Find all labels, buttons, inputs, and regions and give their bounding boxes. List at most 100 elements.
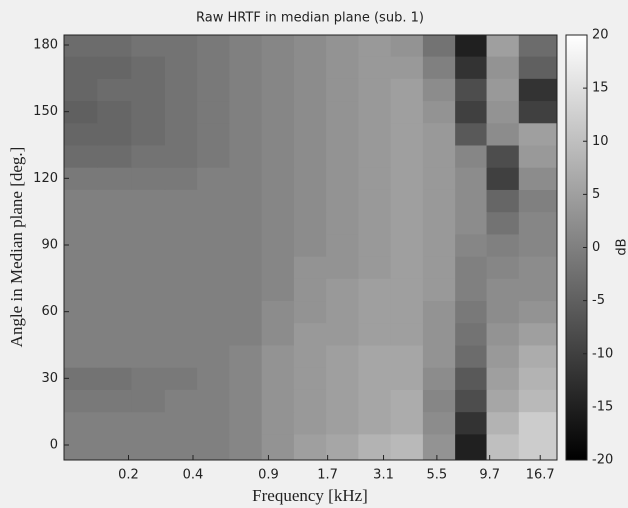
heatmap-cell bbox=[164, 100, 198, 124]
heatmap-cell bbox=[326, 100, 359, 124]
heatmap-cell bbox=[518, 411, 558, 435]
heatmap-cell bbox=[261, 35, 295, 57]
heatmap-cell bbox=[455, 211, 488, 235]
heatmap-cell bbox=[455, 167, 488, 190]
heatmap-cell bbox=[293, 300, 327, 324]
heatmap-cell bbox=[326, 167, 359, 190]
heatmap-cell bbox=[390, 78, 424, 102]
heatmap-cell bbox=[164, 145, 198, 168]
heatmap-cell bbox=[64, 278, 98, 302]
heatmap-cell bbox=[97, 278, 132, 302]
heatmap-cell bbox=[422, 256, 456, 279]
heatmap-cell bbox=[261, 367, 295, 390]
heatmap-cell bbox=[229, 433, 263, 461]
heatmap-cell bbox=[197, 256, 230, 279]
heatmap-cell bbox=[326, 389, 359, 413]
heatmap-cell bbox=[97, 145, 132, 168]
heatmap-cell bbox=[229, 145, 263, 168]
heatmap-cell bbox=[131, 345, 166, 368]
heatmap-cell bbox=[326, 433, 359, 461]
heatmap-cell bbox=[261, 211, 295, 235]
heatmap-cell bbox=[64, 389, 98, 413]
heatmap-cell bbox=[326, 367, 359, 390]
colorbar-tick-label: -20 bbox=[592, 453, 613, 468]
colorbar-tick-label: 20 bbox=[592, 28, 609, 43]
colorbar-tick-label: -15 bbox=[592, 399, 613, 414]
heatmap-cell bbox=[261, 433, 295, 461]
heatmap-cell bbox=[197, 211, 230, 235]
heatmap-cell bbox=[293, 367, 327, 390]
y-tick-label: 150 bbox=[33, 104, 58, 119]
heatmap-cell bbox=[358, 345, 392, 368]
heatmap-cell bbox=[358, 211, 392, 235]
heatmap-cell bbox=[164, 367, 198, 390]
heatmap-cell bbox=[455, 189, 488, 213]
heatmap-cell bbox=[486, 100, 520, 124]
heatmap-cell bbox=[261, 256, 295, 279]
heatmap-cell bbox=[455, 35, 488, 57]
heatmap-cell bbox=[229, 35, 263, 57]
heatmap-cell bbox=[518, 433, 558, 461]
heatmap-cell bbox=[358, 233, 392, 257]
heatmap-cell bbox=[131, 278, 166, 302]
heatmap-cell bbox=[486, 211, 520, 235]
heatmap-cell bbox=[455, 56, 488, 79]
heatmap-cell bbox=[131, 322, 166, 346]
heatmap-cell bbox=[64, 345, 98, 368]
heatmap-cell bbox=[326, 35, 359, 57]
heatmap-cell bbox=[261, 278, 295, 302]
heatmap-cell bbox=[97, 433, 132, 461]
heatmap-cell bbox=[518, 211, 558, 235]
y-tick-label: 180 bbox=[33, 38, 58, 53]
y-tick-label: 90 bbox=[41, 238, 58, 253]
heatmap-cell bbox=[293, 100, 327, 124]
heatmap-cell bbox=[518, 278, 558, 302]
heatmap-cell bbox=[358, 411, 392, 435]
heatmap-cell bbox=[164, 256, 198, 279]
heatmap-cell bbox=[422, 145, 456, 168]
heatmap-cell bbox=[293, 322, 327, 346]
heatmap-cell bbox=[422, 122, 456, 146]
heatmap-cell bbox=[422, 167, 456, 190]
heatmap-cell bbox=[486, 322, 520, 346]
heatmap-cell bbox=[422, 411, 456, 435]
heatmap-cell bbox=[293, 389, 327, 413]
heatmap-cell bbox=[97, 367, 132, 390]
heatmap-cell bbox=[358, 100, 392, 124]
heatmap-cell bbox=[390, 211, 424, 235]
heatmap-cell bbox=[97, 300, 132, 324]
chart-title: Raw HRTF in median plane (sub. 1) bbox=[196, 11, 424, 26]
heatmap-cell bbox=[261, 100, 295, 124]
heatmap-cell bbox=[390, 100, 424, 124]
x-tick-label: 0.9 bbox=[258, 468, 279, 483]
heatmap-cell bbox=[229, 300, 263, 324]
heatmap-cell bbox=[518, 345, 558, 368]
heatmap-cell bbox=[64, 167, 98, 190]
heatmap-cell bbox=[422, 211, 456, 235]
heatmap-cell bbox=[455, 122, 488, 146]
heatmap-cell bbox=[293, 78, 327, 102]
heatmap-cell bbox=[64, 189, 98, 213]
heatmap-cell bbox=[422, 300, 456, 324]
heatmap-cell bbox=[486, 56, 520, 79]
heatmap-cell bbox=[229, 211, 263, 235]
colorbar-label: dB bbox=[615, 238, 628, 255]
heatmap-cell bbox=[261, 189, 295, 213]
heatmap-cell bbox=[261, 322, 295, 346]
heatmap-cell bbox=[164, 211, 198, 235]
heatmap-cell bbox=[358, 167, 392, 190]
heatmap-cell bbox=[358, 145, 392, 168]
heatmap-cell bbox=[64, 233, 98, 257]
heatmap-cell bbox=[358, 389, 392, 413]
heatmap-cell bbox=[229, 256, 263, 279]
colorbar-tick-label: 15 bbox=[592, 81, 609, 96]
heatmap-cell bbox=[455, 300, 488, 324]
heatmap-cell bbox=[229, 189, 263, 213]
heatmap-cell bbox=[518, 122, 558, 146]
heatmap-cell bbox=[455, 367, 488, 390]
heatmap-cell bbox=[164, 389, 198, 413]
heatmap-cell bbox=[455, 389, 488, 413]
heatmap-cell bbox=[422, 322, 456, 346]
heatmap-cell bbox=[97, 122, 132, 146]
